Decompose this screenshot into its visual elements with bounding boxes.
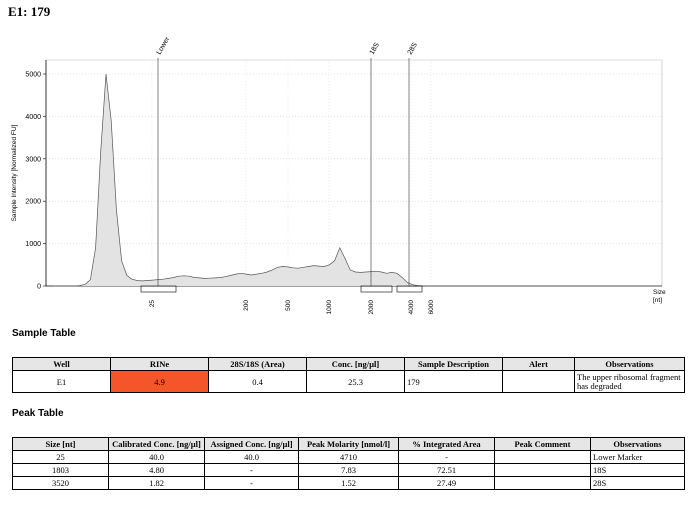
alert-cell	[502, 370, 575, 393]
sample-col-header: Observations	[574, 357, 685, 371]
peak-cell: -	[204, 463, 299, 477]
rine-cell: 4.9	[110, 370, 209, 393]
x-tick-label: 200	[243, 300, 250, 311]
peak-col-header: % Integrated Area	[398, 437, 495, 451]
x-axis-label: Size	[653, 289, 666, 296]
peak-label: 18S	[369, 41, 381, 56]
y-tick-label: 5000	[25, 72, 41, 79]
peak-cell: 7.83	[298, 463, 399, 477]
peak-table-heading: Peak Table	[12, 408, 64, 419]
peak-cell: 3520	[12, 476, 109, 490]
peak-cell: 18S	[590, 463, 685, 477]
trace-fill	[54, 74, 662, 286]
peak-col-header: Assigned Conc. [ng/µl]	[204, 437, 299, 451]
peak-col-header: Size [nt]	[12, 437, 109, 451]
peak-cell: 40.0	[108, 450, 205, 464]
y-tick-label: 2000	[25, 199, 41, 206]
sample-table: Well RINe 28S/18S (Area) Conc. [ng/µl] S…	[12, 357, 685, 393]
ratio-cell: 0.4	[208, 370, 307, 393]
peak-cell: -	[204, 476, 299, 490]
peak-col-header: Calibrated Conc. [ng/µl]	[108, 437, 205, 451]
observations-cell: The upper ribosomal fragment has degrade…	[574, 370, 685, 393]
table-row: 1803 4.80 - 7.83 72.51 18S	[12, 463, 685, 477]
sample-col-header: RINe	[110, 357, 209, 371]
sample-col-header: 28S/18S (Area)	[208, 357, 307, 371]
peak-col-header: Observations	[590, 437, 685, 451]
peak-cell: Lower Marker	[590, 450, 685, 464]
peak-table: Size [nt] Calibrated Conc. [ng/µl] Assig…	[12, 437, 685, 490]
peak-cell: 25	[12, 450, 109, 464]
peak-cell	[494, 476, 591, 490]
peak-cell: 1.52	[298, 476, 399, 490]
sample-table-header-row: Well RINe 28S/18S (Area) Conc. [ng/µl] S…	[12, 357, 685, 371]
x-tick-label: 2000	[368, 300, 375, 315]
trace-line	[54, 73, 662, 287]
sample-col-header: Alert	[502, 357, 575, 371]
x-axis-label: [nt]	[653, 297, 662, 304]
y-tick-label: 1000	[25, 241, 41, 248]
peak-cell: 1.82	[108, 476, 205, 490]
sample-table-heading: Sample Table	[12, 328, 76, 339]
peak-bracket	[140, 285, 177, 293]
peak-cell: 27.49	[398, 476, 495, 490]
x-tick-label: 25	[149, 300, 156, 308]
sample-col-header: Conc. [ng/µl]	[306, 357, 405, 371]
peak-cell	[494, 450, 591, 464]
sample-col-header: Sample Description	[404, 357, 503, 371]
peak-cell: 1803	[12, 463, 109, 477]
table-row: 3520 1.82 - 1.52 27.49 28S	[12, 476, 685, 490]
peak-table-header-row: Size [nt] Calibrated Conc. [ng/µl] Assig…	[12, 437, 685, 451]
peak-bracket	[360, 285, 393, 293]
peak-col-header: Peak Molarity [nmol/l]	[298, 437, 399, 451]
table-row: E1 4.9 0.4 25.3 179 The upper ribosomal …	[12, 370, 685, 393]
peak-cell: 40.0	[204, 450, 299, 464]
x-tick-label: 6000	[428, 300, 435, 315]
table-row: 25 40.0 40.0 4710 - Lower Marker	[12, 450, 685, 464]
x-tick-label: 1000	[326, 300, 333, 315]
conc-cell: 25.3	[306, 370, 405, 393]
x-tick-label: 500	[285, 300, 292, 311]
page-title: E1: 179	[8, 4, 51, 19]
peak-cell	[494, 463, 591, 477]
electropherogram-chart: 0 1000 2000 3000 4000 5000 25 200 500 1000 2000 400…	[11, 35, 666, 315]
peak-label: Lower	[156, 35, 172, 56]
sample-col-header: Well	[12, 357, 111, 371]
y-axis-label: Sample Intensity [Normalized FU]	[11, 124, 18, 221]
peak-cell: -	[398, 450, 495, 464]
description-cell: 179	[404, 370, 503, 393]
peak-label: 28S	[407, 41, 419, 56]
peak-cell: 72.51	[398, 463, 495, 477]
peak-cell: 28S	[590, 476, 685, 490]
peak-cell: 4.80	[108, 463, 205, 477]
y-tick-label: 0	[37, 284, 41, 291]
well-cell: E1	[12, 370, 111, 393]
y-tick-label: 3000	[25, 156, 41, 163]
y-tick-label: 4000	[25, 114, 41, 121]
peak-bracket	[396, 285, 423, 293]
peak-cell: 4710	[298, 450, 399, 464]
peak-col-header: Peak Comment	[494, 437, 591, 451]
x-tick-label: 4000	[408, 300, 415, 315]
